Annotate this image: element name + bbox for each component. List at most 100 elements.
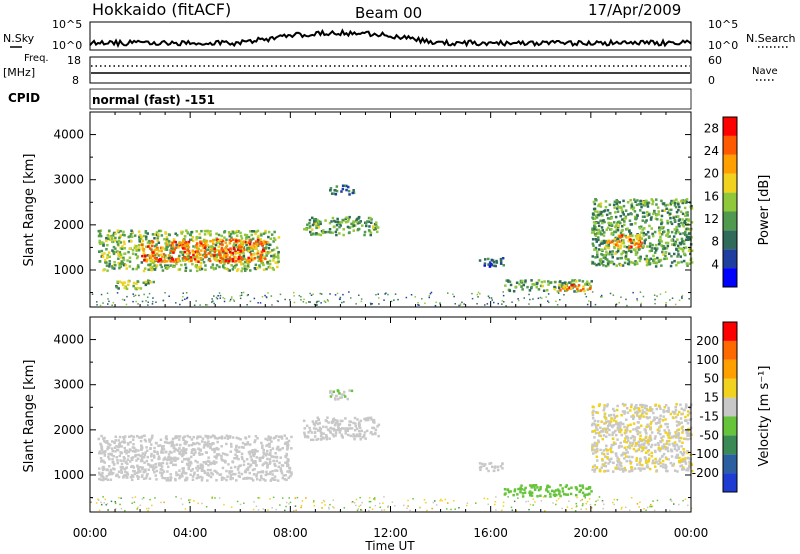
data-cell [155,257,158,261]
data-cell [290,473,293,476]
data-cell [242,240,245,243]
data-cell [260,476,263,480]
data-cell [638,461,641,464]
scatter-cell [205,304,207,306]
colorbar-tick-label: 100 [696,353,719,367]
data-cell [128,240,131,243]
data-cell [593,262,596,266]
data-cell [108,265,111,268]
data-cell [139,439,143,443]
data-cell [654,422,658,425]
data-cell [140,261,144,264]
data-cell [651,461,654,465]
data-cell [640,424,643,427]
data-cell [109,478,113,481]
data-cell [248,465,252,468]
data-cell [268,445,271,448]
data-cell [665,439,669,443]
scatter-cell [164,292,166,294]
data-cell [350,222,353,226]
data-cell [352,229,355,232]
data-cell [221,251,224,254]
data-cell [678,456,681,460]
data-cell [111,234,115,237]
scatter-cell [555,499,558,502]
data-cell [351,191,354,195]
data-cell [595,263,598,267]
scatter-cell [487,295,490,297]
data-cell [655,416,659,420]
scatter-cell [430,291,433,294]
data-cell [178,254,181,258]
data-cell [243,264,246,268]
data-cell [655,203,658,206]
scatter-cell [601,500,604,502]
data-cell [238,464,241,468]
data-cell [608,240,611,243]
data-cell [615,250,618,254]
data-cell [168,244,172,247]
scatter-cell [154,497,156,499]
scatter-cell [486,303,489,305]
data-cell [213,469,216,473]
data-cell [684,230,687,234]
data-cell [178,438,181,441]
data-cell [646,417,649,420]
data-cell [344,217,347,221]
data-cell [492,469,496,472]
data-cell [603,220,606,224]
data-cell [206,445,210,448]
data-cell [682,232,685,235]
data-cell [115,286,119,289]
data-cell [194,459,197,463]
data-cell [639,209,642,212]
data-cell [285,437,288,440]
data-cell [330,420,334,423]
data-cell [657,448,660,451]
data-cell [615,454,618,457]
scatter-cell [383,496,385,498]
data-cell [204,249,208,252]
scatter-cell [284,509,286,512]
data-cell [341,184,345,187]
data-cell [621,251,625,254]
data-cell [195,244,198,247]
data-cell [243,248,246,251]
data-cell [181,245,184,248]
data-cell [676,228,679,232]
data-cell [665,446,668,450]
data-cell [174,260,177,263]
data-cell [270,455,273,458]
data-cell [608,423,611,427]
data-cell [220,260,223,264]
data-cell [657,421,660,424]
data-cell [175,262,178,266]
data-cell [270,478,273,481]
data-cell [213,462,216,465]
data-cell [320,230,324,233]
data-cell [215,470,218,473]
data-cell [220,435,224,438]
data-cell [236,269,239,272]
data-cell [630,444,634,447]
data-cell [651,243,654,247]
scatter-cell [439,303,441,306]
data-cell [546,289,549,292]
data-cell [252,253,256,256]
data-cell [102,467,106,470]
scatter-cell [566,506,569,508]
scatter-cell [600,294,603,297]
data-cell [203,441,207,444]
data-cell [482,464,486,467]
data-cell [355,218,359,221]
data-cell [665,234,668,237]
scatter-cell [265,296,268,298]
data-cell [182,450,185,453]
data-cell [334,421,338,425]
scatter-cell [223,503,225,506]
data-cell [183,259,186,262]
data-cell [140,444,143,447]
scatter-cell [421,298,423,300]
data-cell [221,466,225,470]
data-cell [253,257,257,260]
